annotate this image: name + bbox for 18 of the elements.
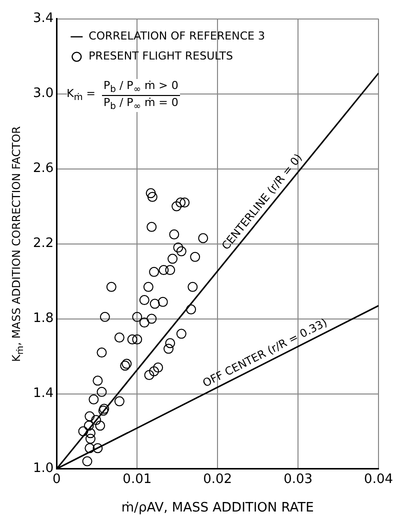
x-tick-label: 0.02 [203,472,232,487]
x-tick-label: 0.03 [284,472,313,487]
y-tick-label: 1.0 [32,461,54,476]
y-tick-label: 1.4 [32,386,54,402]
y-tick-label: 3.4 [32,11,54,26]
annotation: P$_{b}$ / P$_{∞}$ ṁ > 0 [102,78,180,96]
y-tick-label: 1.8 [32,311,54,326]
y-tick-label: 2.6 [32,161,54,176]
legend-label: CORRELATION OF REFERENCE 3 [88,30,265,43]
x-tick-label: 0 [52,472,61,487]
legend-label: PRESENT FLIGHT RESULTS [88,50,233,63]
x-axis-title: ṁ/ρAV, MASS ADDITION RATE [121,500,314,516]
y-tick-label: 2.2 [32,236,54,252]
y-tick-label: 3.0 [32,86,54,102]
x-tick-label: 0.01 [122,472,152,487]
x-tick-label: 0.04 [364,472,394,487]
annotation: P$_{b}$ / P$_{∞}$ ṁ = 0 [102,96,180,112]
annotation: K$_{ṁ}$ = [66,87,96,104]
